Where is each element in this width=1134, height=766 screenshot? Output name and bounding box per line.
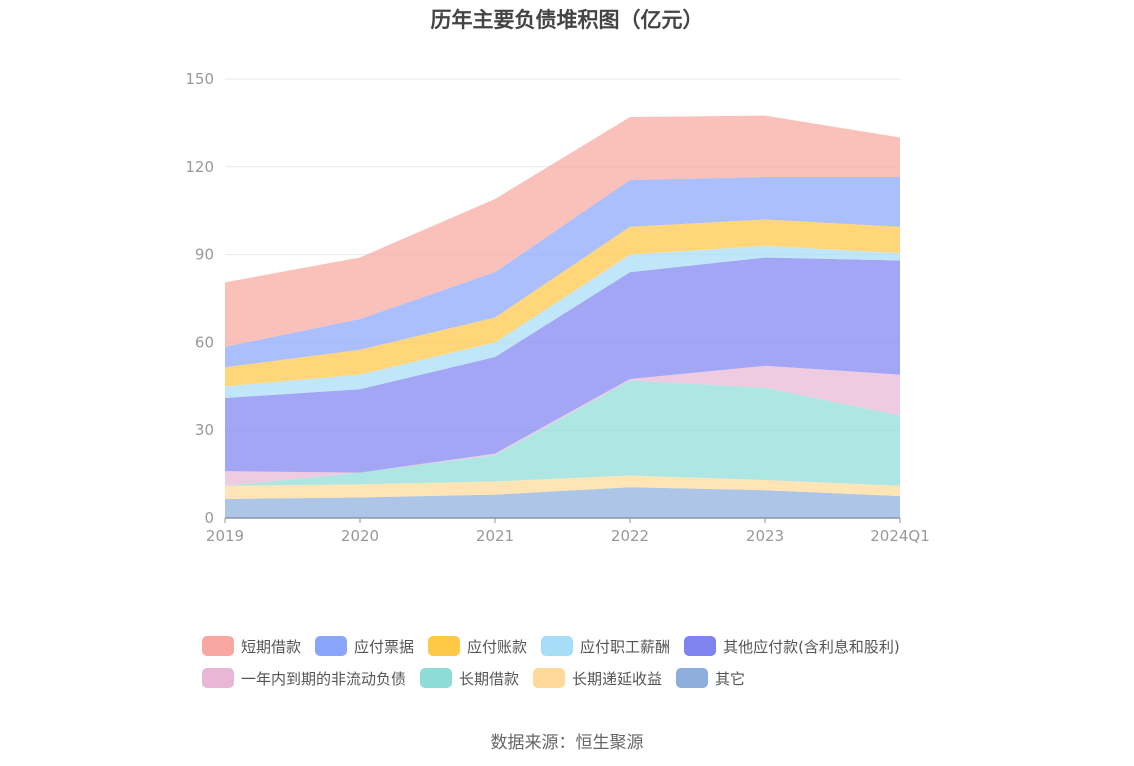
legend-label: 应付账款 (467, 637, 528, 656)
area-series-7 (225, 177, 900, 368)
chart-title: 历年主要负债堆积图（亿元） (430, 8, 704, 32)
stacked-area-chart: 0 30 60 90 120 150 2019 2020 2021 2022 2023 2024Q1 (185, 70, 929, 545)
legend-item[interactable]: 长期借款 (420, 668, 519, 689)
y-tick-label: 120 (185, 158, 214, 176)
legend-label: 一年内到期的非流动负债 (241, 669, 407, 688)
area-series-5 (225, 245, 900, 399)
legend-swatch (420, 668, 453, 688)
legend-item[interactable]: 应付票据 (315, 636, 414, 657)
area-series-6 (225, 219, 900, 387)
legend-item[interactable]: 应付账款 (428, 636, 527, 657)
legend-row-2: 一年内到期的非流动负债 长期借款 长期递延收益 其它 (202, 662, 962, 694)
area-series (225, 115, 900, 518)
legend-label: 其它 (715, 669, 746, 688)
legend-item[interactable]: 一年内到期的非流动负债 (202, 668, 406, 689)
y-tick-label: 90 (195, 246, 214, 264)
legend-item[interactable]: 应付职工薪酬 (541, 636, 670, 657)
legend-label: 应付职工薪酬 (580, 637, 671, 656)
legend-item[interactable]: 长期递延收益 (533, 668, 662, 689)
legend-swatch (202, 636, 234, 656)
legend-swatch (202, 668, 234, 688)
legend-label: 应付票据 (354, 637, 415, 656)
legend-swatch (533, 668, 566, 688)
legend-swatch (684, 636, 717, 656)
area-series-0 (225, 487, 900, 518)
legend-swatch (315, 636, 348, 656)
legend-label: 长期借款 (459, 669, 520, 688)
x-tick-label: 2023 (746, 527, 784, 545)
legend-swatch (428, 636, 461, 656)
y-tick-label: 30 (195, 421, 214, 439)
area-series-2 (225, 380, 900, 486)
legend-row-1: 短期借款 应付票据 应付账款 应付职工薪酬 其他应付款(含利息和股利) (202, 630, 962, 662)
legend-label: 其他应付款(含利息和股利) (723, 637, 900, 656)
x-tick-label: 2022 (611, 527, 649, 545)
area-series-8 (225, 115, 900, 347)
x-tick-label: 2020 (341, 527, 379, 545)
area-series-1 (225, 475, 900, 499)
legend-item[interactable]: 其他应付款(含利息和股利) (684, 636, 900, 657)
source-note: 数据来源：恒生聚源 (490, 733, 644, 753)
area-series-3 (225, 365, 900, 486)
y-tick-label: 0 (204, 509, 214, 527)
legend-label: 短期借款 (241, 637, 302, 656)
legend-item[interactable]: 短期借款 (202, 636, 301, 657)
x-tick-label: 2021 (476, 527, 514, 545)
axes: 0 30 60 90 120 150 2019 2020 2021 2022 2023 2024Q1 (185, 70, 929, 545)
legend-swatch (676, 668, 709, 688)
x-tick-label: 2019 (206, 527, 244, 545)
x-tick-label: 2024Q1 (870, 527, 930, 545)
legend-swatch (541, 636, 574, 656)
y-tick-label: 150 (185, 70, 214, 88)
area-series-4 (225, 257, 900, 473)
y-tick-label: 60 (195, 333, 214, 351)
legend-label: 长期递延收益 (572, 669, 663, 688)
legend: 短期借款 应付票据 应付账款 应付职工薪酬 其他应付款(含利息和股利) 一年内到期的非流… (202, 630, 962, 694)
legend-item[interactable]: 其它 (676, 668, 745, 689)
